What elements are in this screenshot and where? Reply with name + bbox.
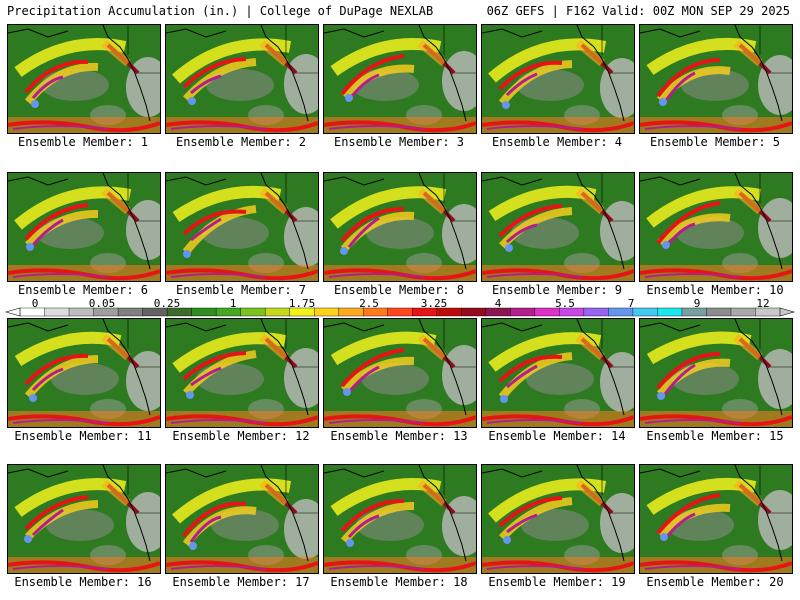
panel-label: Ensemble Member: 7	[175, 283, 307, 297]
map-panel-member-17	[165, 464, 319, 574]
panel-label: Ensemble Member: 13	[330, 429, 468, 443]
legend-color-bin	[215, 307, 242, 317]
legend-color-bin	[240, 307, 266, 317]
legend-tick-label: 0.05	[88, 297, 116, 310]
map-panel-member-12	[165, 318, 319, 428]
map-panel-member-18	[323, 464, 477, 574]
map-title: Precipitation Accumulation (in.) | Colle…	[7, 4, 434, 18]
map-panel-member-3	[323, 24, 477, 134]
legend-color-bin	[632, 307, 658, 317]
panel-label: Ensemble Member: 5	[649, 135, 781, 149]
map-panel-member-14	[481, 318, 635, 428]
legend-tick-label: 2.5	[359, 297, 379, 310]
legend-color-bin	[117, 307, 144, 317]
panel-label: Ensemble Member: 8	[333, 283, 465, 297]
legend-tick-label: 0	[31, 297, 39, 310]
map-panel-member-9	[481, 172, 635, 282]
panel-label: Ensemble Member: 17	[172, 575, 310, 589]
map-panel-member-19	[481, 464, 635, 574]
legend-tick-label: 4	[494, 297, 502, 310]
legend-left-arrow	[4, 307, 21, 317]
legend-tick-label: 5.5	[555, 297, 575, 310]
legend-color-bin	[44, 307, 70, 317]
map-panel-member-15	[639, 318, 793, 428]
panel-label: Ensemble Member: 4	[491, 135, 623, 149]
legend-right-arrow	[779, 307, 796, 317]
panel-label: Ensemble Member: 1	[17, 135, 149, 149]
legend-color-bin	[583, 307, 609, 317]
precip-color-scale	[4, 307, 796, 317]
panel-label: Ensemble Member: 2	[175, 135, 307, 149]
legend-color-bin	[706, 307, 732, 317]
map-panel-member-20	[639, 464, 793, 574]
panel-label: Ensemble Member: 15	[646, 429, 784, 443]
legend-color-bin	[730, 307, 756, 317]
panel-label: Ensemble Member: 18	[330, 575, 468, 589]
panel-label: Ensemble Member: 19	[488, 575, 626, 589]
legend-color-bin	[191, 307, 217, 317]
legend-tick-label: 1	[229, 297, 237, 310]
map-panel-member-11	[7, 318, 161, 428]
map-panel-member-10	[639, 172, 793, 282]
map-panel-member-8	[323, 172, 477, 282]
legend-color-bin	[387, 307, 413, 317]
panel-label: Ensemble Member: 11	[14, 429, 152, 443]
legend-color-bin	[510, 307, 536, 317]
map-panel-member-7	[165, 172, 319, 282]
legend-tick-label: 3.25	[420, 297, 448, 310]
legend-color-bin	[657, 307, 683, 317]
legend-color-bin	[461, 307, 487, 317]
panel-label: Ensemble Member: 16	[14, 575, 152, 589]
panel-label: Ensemble Member: 10	[646, 283, 784, 297]
map-panel-member-1	[7, 24, 161, 134]
map-panel-member-2	[165, 24, 319, 134]
model-run-valid-time: 06Z GEFS | F162 Valid: 00Z MON SEP 29 20…	[486, 4, 790, 18]
legend-color-bin	[264, 307, 291, 317]
legend-tick-label: 1.75	[288, 297, 316, 310]
map-panel-member-4	[481, 24, 635, 134]
map-panel-member-13	[323, 318, 477, 428]
map-panel-member-5	[639, 24, 793, 134]
legend-tick-label: 7	[627, 297, 635, 310]
map-panel-member-6	[7, 172, 161, 282]
legend-tick-label: 0.25	[153, 297, 181, 310]
panel-label: Ensemble Member: 3	[333, 135, 465, 149]
map-panel-member-16	[7, 464, 161, 574]
legend-tick-label: 9	[693, 297, 701, 310]
panel-label: Ensemble Member: 12	[172, 429, 310, 443]
panel-label: Ensemble Member: 14	[488, 429, 626, 443]
panel-label: Ensemble Member: 9	[491, 283, 623, 297]
legend-tick-label: 12	[756, 297, 770, 310]
panel-label: Ensemble Member: 20	[646, 575, 784, 589]
panel-label: Ensemble Member: 6	[17, 283, 149, 297]
legend-color-bin	[313, 307, 340, 317]
